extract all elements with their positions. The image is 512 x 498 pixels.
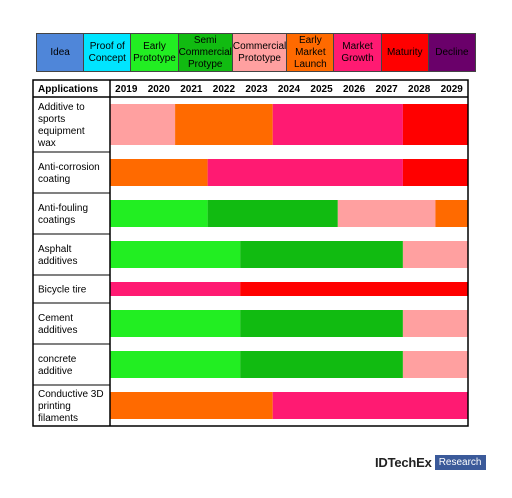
legend-stage: Maturity [381,34,429,71]
year-header: 2020 [148,84,171,95]
brand-name: IDTechEx [375,455,432,470]
stage-bar [435,200,468,227]
year-header: 2026 [343,84,366,95]
stage-bar [402,310,468,337]
stage-bar [110,104,176,145]
year-header: 2025 [310,84,333,95]
application-label: concrete additive [38,354,77,377]
year-header: 2023 [245,84,268,95]
legend-stage: Market Growth [334,34,382,71]
year-header: 2019 [115,84,138,95]
stage-bar [272,104,403,145]
application-label: Anti-fouling coatings [38,203,88,226]
stage-bar [110,392,273,419]
application-label: Bicycle tire [38,285,87,296]
year-header: 2022 [213,84,236,95]
application-label: Conductive 3D printing filaments [38,389,104,424]
stage-bar [110,351,241,378]
idtechex-logo: IDTechEx Research [375,455,486,470]
legend-stage: Proof of Concept [84,34,132,71]
stage-bar [110,200,208,227]
stage-bar [240,282,468,296]
legend-stage: Decline [428,34,475,71]
stage-bar [207,200,338,227]
stage-bar [402,104,468,145]
year-header: 2021 [180,84,203,95]
brand-tag: Research [434,455,486,470]
year-header: 2027 [376,84,399,95]
stage-bar [272,392,468,419]
stage-bar [402,241,468,268]
application-label: Asphalt additives [38,244,77,267]
legend-stage: Semi Commercial Protype [178,34,233,71]
stage-bar [240,241,403,268]
stage-bar [175,104,273,145]
stage-bar [110,282,241,296]
stage-bar [110,159,208,186]
year-header: 2028 [408,84,431,95]
stage-bar [207,159,403,186]
year-header: 2024 [278,84,301,95]
table-border [32,79,469,427]
stage-bar [110,241,241,268]
legend-stage: Idea [37,34,85,71]
stage-bar [240,351,403,378]
application-label: Additive to sports equipment wax [37,102,85,149]
legend-stage: Early Market Launch [287,34,335,71]
legend-stage: Commercial Prototype [232,34,288,71]
legend-stage: Early Prototype [131,34,179,71]
year-header: 2029 [441,84,464,95]
stage-bar [337,200,436,227]
application-label: Cement additives [38,313,77,336]
stage-bar [240,310,403,337]
stage-legend: Idea Proof of Concept Early Prototype Semi … [36,33,476,72]
header-applications: Applications [38,84,98,95]
stage-bar [110,310,241,337]
stage-bar [402,351,468,378]
application-label: Anti-corrosion coating [38,162,100,185]
stage-bar [402,159,468,186]
